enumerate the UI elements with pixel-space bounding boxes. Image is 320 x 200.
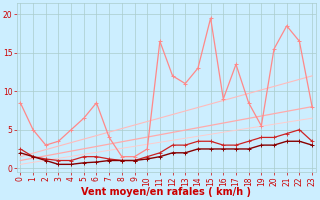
X-axis label: Vent moyen/en rafales ( km/h ): Vent moyen/en rafales ( km/h ) <box>81 187 251 197</box>
